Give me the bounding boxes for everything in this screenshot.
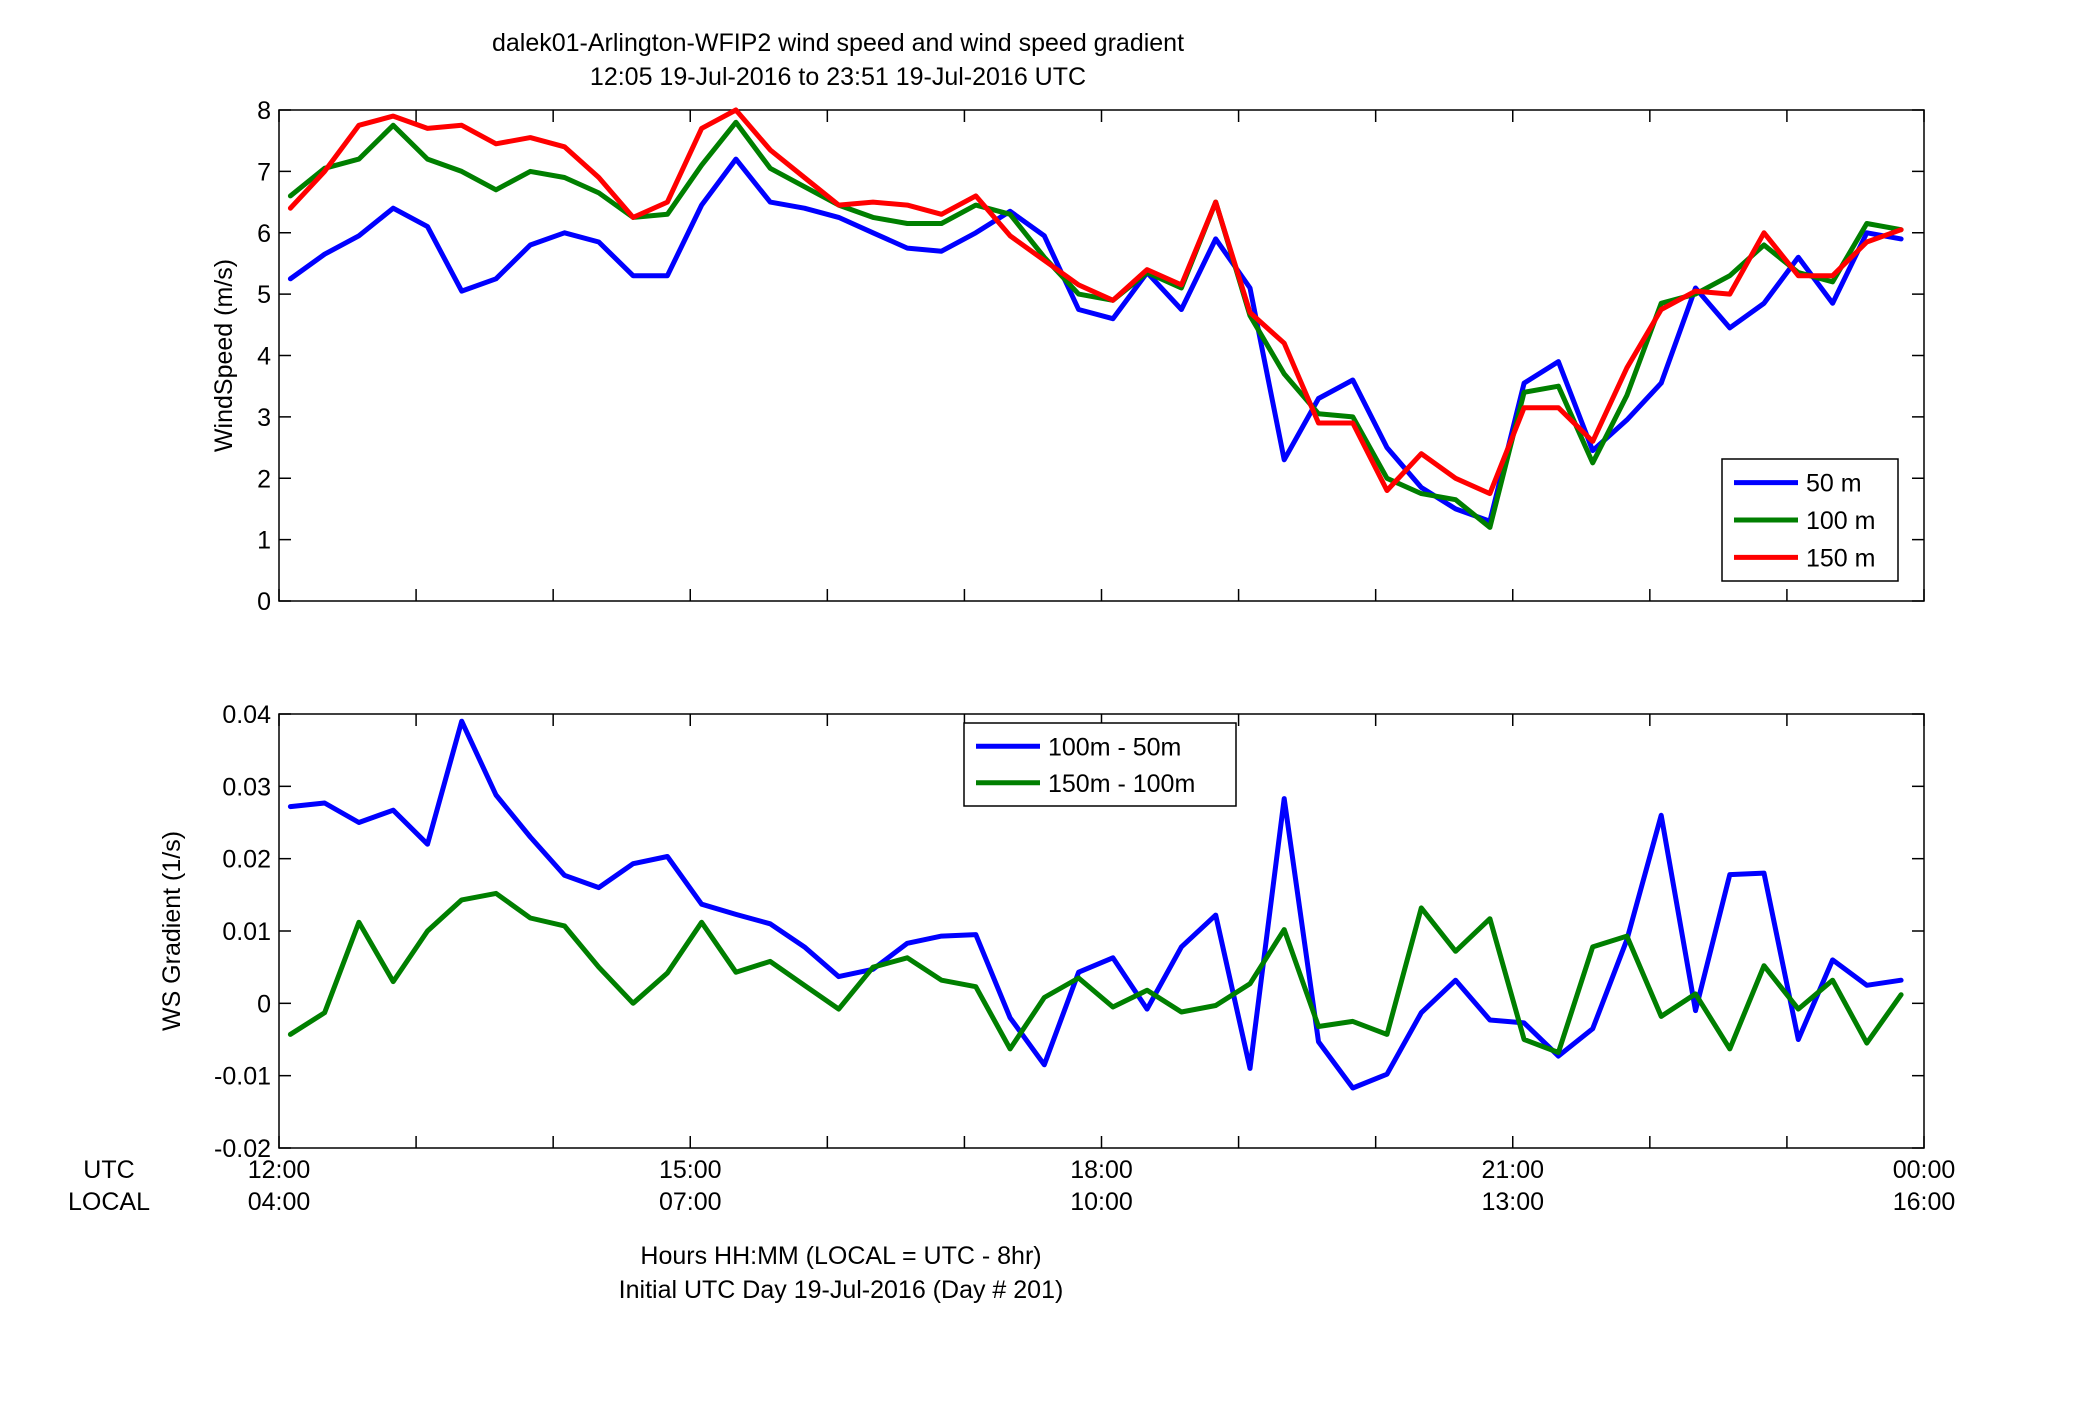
x-tick-label-utc: 15:00	[659, 1156, 722, 1184]
y-tick-label: 0	[257, 588, 271, 616]
y-tick-label: 1	[257, 527, 271, 555]
x-tick-label-local: 16:00	[1893, 1188, 1956, 1216]
y-tick-label: 0	[257, 990, 271, 1018]
series-line-2	[287, 107, 1904, 497]
legend-entry: 150 m	[1806, 544, 1875, 572]
x-tick-label-utc: 21:00	[1481, 1156, 1544, 1184]
x-row-label-local: LOCAL	[68, 1188, 150, 1216]
legend: 100m - 50m 150m - 100m	[963, 722, 1237, 807]
x-tick-label-local: 07:00	[659, 1188, 722, 1216]
y-axis-label: WindSpeed (m/s)	[210, 259, 238, 452]
legend-entry: 100m - 50m	[1048, 733, 1181, 761]
x-tick-label-local: 10:00	[1070, 1188, 1133, 1216]
y-tick-label: 8	[257, 97, 271, 125]
y-axis-label: WS Gradient (1/s)	[158, 831, 186, 1031]
series-line-1	[287, 119, 1904, 530]
figure-title-line2: 12:05 19-Jul-2016 to 23:51 19-Jul-2016 U…	[590, 63, 1086, 91]
legend: 50 m 100 m 150 m	[1721, 458, 1899, 582]
y-tick-label: -0.02	[214, 1135, 271, 1163]
series-line-0	[287, 156, 1904, 524]
y-tick-label: 2	[257, 465, 271, 493]
y-tick-label: 0.02	[222, 846, 271, 874]
legend-entry: 50 m	[1806, 470, 1862, 498]
y-tick-label: 6	[257, 220, 271, 248]
y-tick-label: 4	[257, 343, 271, 371]
y-tick-label: 0.04	[222, 701, 271, 729]
axes-box	[278, 109, 1925, 602]
x-tick-label-utc: 00:00	[1893, 1156, 1956, 1184]
y-tick-label: 5	[257, 281, 271, 309]
legend-entry: 150m - 100m	[1048, 770, 1195, 798]
x-tick-label-local: 13:00	[1481, 1188, 1544, 1216]
x-axis-label-line2: Initial UTC Day 19-Jul-2016 (Day # 201)	[619, 1276, 1064, 1304]
x-row-label-utc: UTC	[83, 1156, 134, 1184]
y-tick-label: 0.01	[222, 918, 271, 946]
gradient-panel: -0.02 -0.01 0 0.01 0.02 0.03 0.04 WS Gradient (…	[158, 701, 1925, 1163]
series-line-0	[287, 718, 1904, 1091]
legend-entry: 100 m	[1806, 507, 1875, 535]
x-tick-label-utc: 12:00	[248, 1156, 311, 1184]
figure-title-line1: dalek01-Arlington-WFIP2 wind speed and w…	[492, 29, 1184, 57]
x-tick-label-local: 04:00	[248, 1188, 311, 1216]
y-tick-label: 3	[257, 404, 271, 432]
y-tick-label: 7	[257, 158, 271, 186]
legend-box	[963, 722, 1237, 807]
x-tick-labels: 12:00 04:00 15:00 07:00 18:00 10:00 21:00 13:00…	[248, 1156, 1956, 1216]
series-line-1	[287, 890, 1904, 1055]
y-tick-label: 0.03	[222, 773, 271, 801]
x-tick-label-utc: 18:00	[1070, 1156, 1133, 1184]
windspeed-panel: 0 1 2 3 4 5 6 7 8 WindSpeed (m/s) 50 m 100 m 150 m	[210, 97, 1925, 616]
x-axis-label-line1: Hours HH:MM (LOCAL = UTC - 8hr)	[640, 1242, 1041, 1270]
y-tick-label: -0.01	[214, 1063, 271, 1091]
